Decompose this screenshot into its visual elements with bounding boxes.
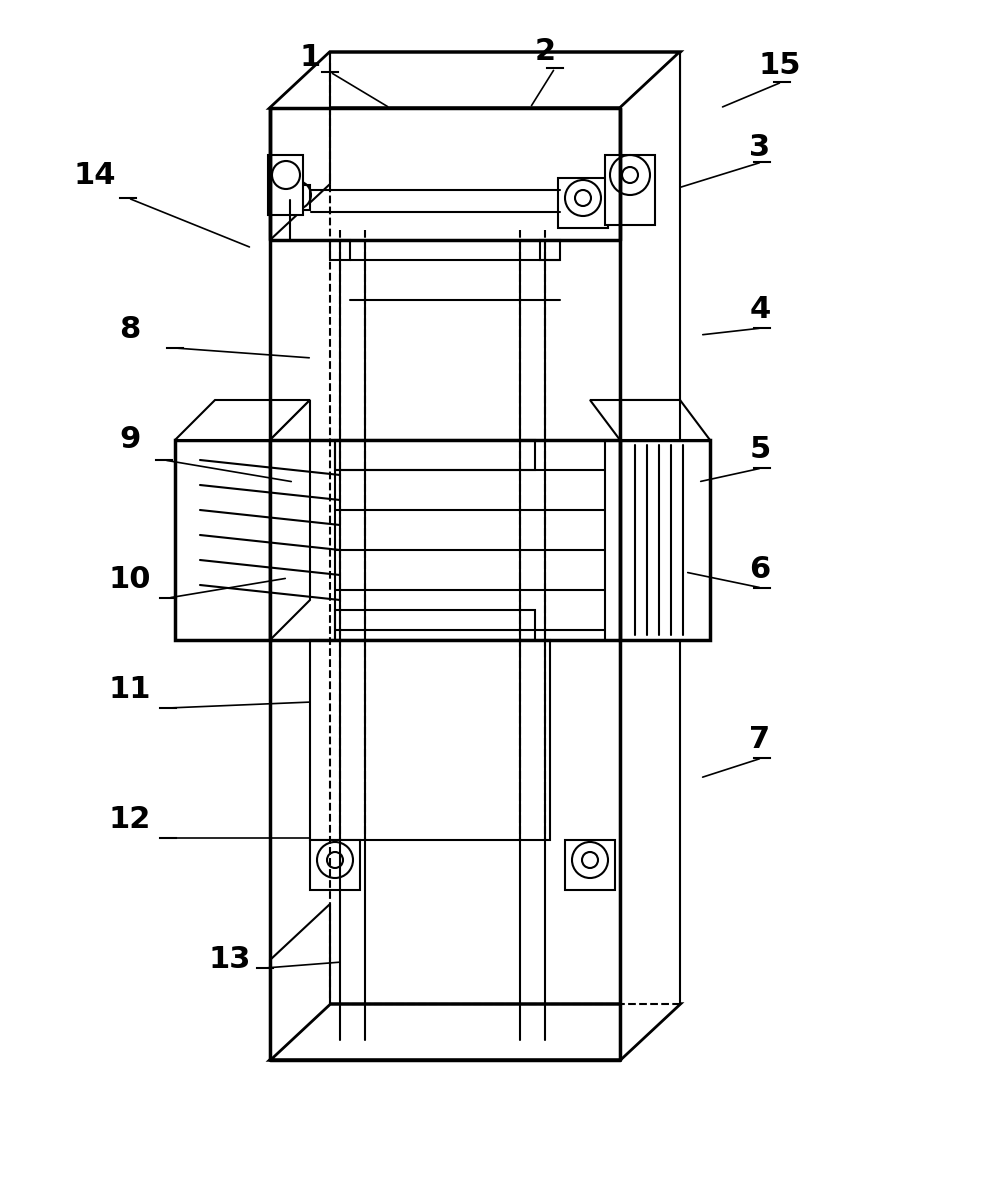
Text: 7: 7 [749,726,771,755]
Text: 1: 1 [300,43,321,72]
Polygon shape [175,400,310,440]
Text: 3: 3 [749,133,771,162]
Polygon shape [620,52,680,240]
Bar [285,185,310,210]
Text: 8: 8 [120,316,140,344]
Polygon shape [175,440,270,640]
Polygon shape [270,52,330,240]
Bar [335,610,535,640]
Text: 15: 15 [759,50,801,79]
Polygon shape [620,52,680,1060]
Text: 9: 9 [119,426,140,455]
Text: 14: 14 [74,161,116,190]
Bar [540,240,560,260]
Text: 11: 11 [109,676,151,704]
Bar [605,155,655,226]
Polygon shape [270,52,680,108]
Bar [335,440,535,470]
Polygon shape [620,440,710,640]
Bar [558,178,608,228]
Bar [330,240,350,260]
Polygon shape [590,400,710,440]
Text: 4: 4 [749,295,771,324]
Text: 12: 12 [109,805,151,834]
Polygon shape [620,400,680,440]
Bar [310,640,550,840]
Text: 6: 6 [749,556,771,584]
Text: 13: 13 [209,946,251,974]
Polygon shape [270,400,310,640]
Text: 10: 10 [109,565,151,594]
Bar [268,155,303,215]
Polygon shape [270,1004,680,1060]
Text: 5: 5 [749,436,771,464]
Polygon shape [270,904,330,1060]
Text: 2: 2 [534,37,556,66]
Bar [565,840,615,890]
Bar [310,840,360,890]
